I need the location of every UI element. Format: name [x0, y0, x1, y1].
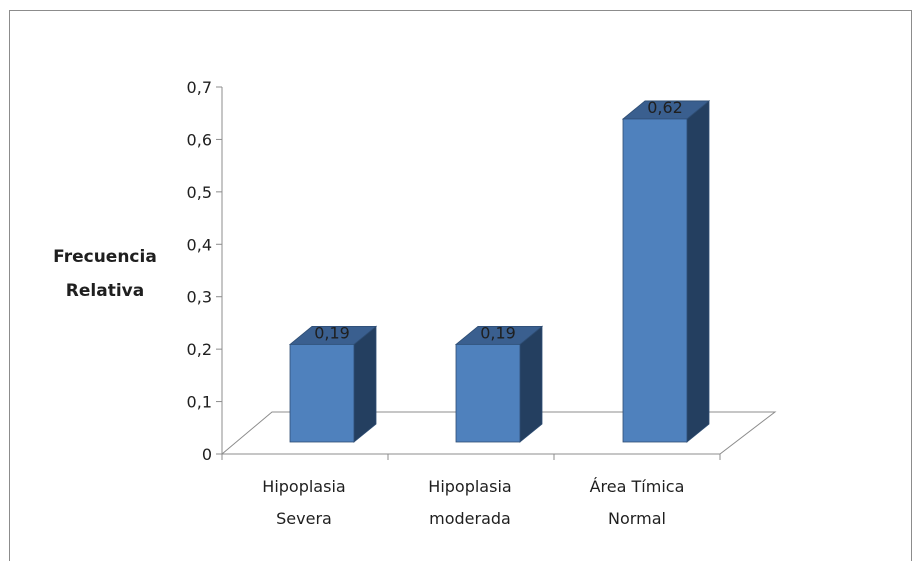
- bar: [288, 325, 378, 443]
- bar-front-face: [289, 343, 355, 443]
- bar: [454, 325, 544, 443]
- y-tick-label: 0,7: [187, 78, 212, 97]
- y-axis-label: Frecuencia Relativa: [40, 240, 170, 308]
- bar: [621, 100, 711, 443]
- x-category-label: Normal: [608, 509, 666, 528]
- x-category-label: Hipoplasia: [262, 477, 345, 496]
- chart-floor: [220, 411, 777, 460]
- bar-side-face: [519, 325, 543, 443]
- data-labels: 0,19 0,19 0,62: [314, 98, 683, 342]
- y-tick-label: 0: [202, 445, 212, 464]
- y-tick-label: 0,3: [187, 288, 212, 307]
- bar-front-face: [455, 343, 521, 443]
- data-label: 0,19: [480, 323, 516, 342]
- y-tick-label: 0,1: [187, 393, 212, 412]
- y-tick-label: 0,4: [187, 235, 212, 254]
- bars: [288, 100, 711, 443]
- y-axis-label-line-1: Frecuencia: [53, 247, 157, 267]
- bar-front-face: [622, 118, 688, 443]
- x-axis-categories: Hipoplasia Severa Hipoplasia moderada Área T…: [262, 477, 684, 528]
- y-tick-label: 0,2: [187, 340, 212, 359]
- chart-frame: [9, 10, 912, 561]
- y-tick-label: 0,6: [187, 130, 212, 149]
- x-category-label: Hipoplasia: [428, 477, 511, 496]
- y-axis: 0 0,1 0,2 0,3 0,4 0,5 0,6 0,7: [187, 78, 223, 464]
- x-category-label: Área Tímica: [590, 477, 685, 496]
- y-axis-label-line-2: Relativa: [65, 281, 145, 301]
- x-category-label: moderada: [429, 509, 511, 528]
- data-label: 0,19: [314, 323, 350, 342]
- x-category-label: Severa: [276, 509, 332, 528]
- bar-side-face: [686, 100, 710, 443]
- data-label: 0,62: [647, 98, 683, 117]
- bar-side-face: [353, 325, 377, 443]
- y-tick-label: 0,5: [187, 183, 212, 202]
